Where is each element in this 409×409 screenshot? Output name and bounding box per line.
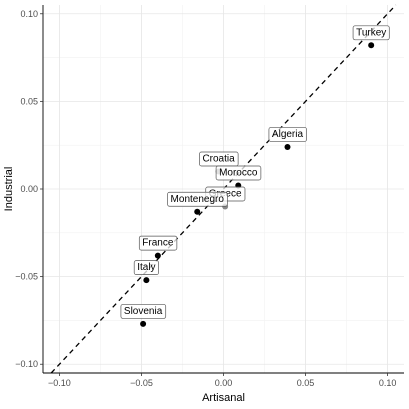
y-axis-ticks: −0.10 −0.05 0.00 0.05 0.10 bbox=[15, 9, 43, 369]
point-label-morocco: Morocco bbox=[215, 165, 262, 181]
point-label-box bbox=[120, 304, 167, 319]
x-tick-label: 0.05 bbox=[297, 378, 315, 388]
y-tick-label: −0.05 bbox=[15, 272, 38, 282]
data-point-slovenia bbox=[140, 320, 147, 327]
point-label-text: Montenegro bbox=[171, 194, 225, 205]
point-label-box bbox=[215, 165, 262, 181]
y-tick-label: −0.10 bbox=[15, 359, 38, 369]
data-point-montenegro bbox=[194, 208, 201, 215]
y-axis-title: Industrial bbox=[3, 167, 15, 212]
point-label-text: Algeria bbox=[272, 129, 304, 140]
point-labels: TurkeyAlgeriaCroatiaMoroccoGreeceMontene… bbox=[120, 25, 390, 319]
point-label-france: France bbox=[138, 235, 178, 251]
data-point-algeria bbox=[284, 143, 291, 150]
data-point-italy bbox=[143, 277, 150, 284]
point-label-box bbox=[167, 191, 228, 207]
point-label-slovenia: Slovenia bbox=[120, 304, 167, 319]
x-tick-label: −0.05 bbox=[130, 378, 153, 388]
point-label-text: Italy bbox=[137, 262, 155, 273]
point-label-montenegro: Montenegro bbox=[167, 191, 228, 207]
x-axis-title: Artisanal bbox=[202, 392, 245, 404]
x-tick-label: 0.00 bbox=[215, 378, 233, 388]
point-label-algeria: Algeria bbox=[268, 127, 307, 142]
point-label-box bbox=[138, 235, 178, 251]
point-label-croatia: Croatia bbox=[199, 151, 239, 167]
point-label-text: Croatia bbox=[202, 153, 235, 164]
point-label-text: Morocco bbox=[219, 167, 258, 178]
y-tick-label: 0.10 bbox=[20, 9, 38, 19]
y-tick-label: 0.00 bbox=[20, 184, 38, 194]
point-label-box bbox=[268, 127, 307, 142]
point-label-text: France bbox=[142, 238, 174, 249]
point-label-italy: Italy bbox=[133, 260, 159, 275]
point-label-text: Turkey bbox=[356, 27, 386, 38]
data-point-turkey bbox=[368, 42, 375, 49]
point-label-turkey: Turkey bbox=[352, 25, 390, 41]
point-label-box bbox=[352, 25, 390, 41]
data-point-france bbox=[154, 252, 161, 259]
x-tick-label: 0.10 bbox=[379, 378, 397, 388]
x-axis-ticks: −0.10 −0.05 0.00 0.05 0.10 bbox=[48, 373, 396, 388]
x-tick-label: −0.10 bbox=[48, 378, 71, 388]
point-label-text: Slovenia bbox=[124, 306, 163, 317]
y-tick-label: 0.05 bbox=[20, 96, 38, 106]
point-label-box bbox=[133, 260, 159, 275]
